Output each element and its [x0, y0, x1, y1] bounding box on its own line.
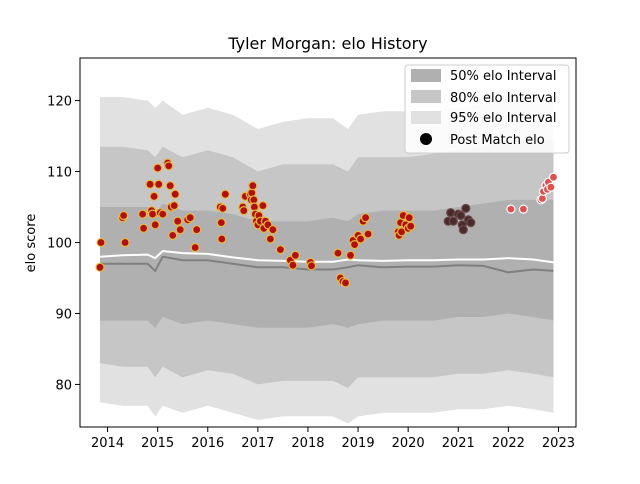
data-point [466, 218, 476, 228]
legend-label-95: 95% elo Interval [450, 111, 557, 126]
data-point [120, 237, 130, 248]
x-tick-label: 2022 [492, 436, 525, 451]
x-tick-label: 2018 [291, 436, 324, 451]
legend-swatch-50 [411, 69, 441, 82]
y-axis-label: elo score [24, 214, 39, 273]
data-point [248, 181, 258, 191]
data-point [275, 245, 285, 255]
x-tick-label: 2017 [241, 436, 274, 451]
y-axis: 80 90 100 110 120 [47, 95, 80, 393]
data-point [139, 223, 149, 233]
x-tick-label: 2014 [91, 436, 124, 451]
legend-box [404, 64, 570, 154]
data-point [446, 208, 456, 218]
data-point [306, 261, 317, 271]
y-tick-label: 110 [47, 166, 72, 181]
band-50 [100, 199, 554, 328]
data-point [217, 234, 227, 244]
data-point [363, 229, 373, 239]
data-point [154, 179, 164, 189]
data-point [333, 248, 343, 258]
legend-label-80: 80% elo Interval [450, 91, 557, 106]
y-tick-label: 80 [55, 378, 72, 393]
legend-swatch-80 [411, 90, 441, 103]
data-point [220, 189, 230, 199]
data-point [265, 234, 275, 244]
plot-layer [95, 97, 559, 424]
data-point [192, 225, 202, 235]
data-point [216, 218, 226, 228]
data-point [138, 209, 148, 219]
data-point [258, 201, 268, 211]
x-tick-label: 2015 [141, 436, 174, 451]
data-point [158, 209, 168, 219]
median-line [99, 249, 554, 264]
data-point [456, 210, 466, 221]
y-tick-label: 90 [55, 307, 72, 322]
data-point [96, 237, 106, 248]
data-point [361, 213, 371, 223]
legend-label-50: 50% elo Interval [450, 69, 557, 84]
x-tick-label: 2021 [442, 436, 475, 451]
data-point [548, 172, 559, 182]
x-tick-label: 2023 [542, 436, 575, 451]
data-point [164, 161, 174, 171]
data-point [185, 213, 195, 223]
y-tick-label: 120 [47, 95, 72, 110]
data-point [153, 163, 163, 173]
data-point [175, 225, 185, 235]
data-point [170, 189, 180, 199]
data-point [518, 204, 529, 214]
x-axis: 2014 2015 2016 2017 2018 2019 2020 2021 2022 2023 [91, 427, 575, 451]
data-point [168, 230, 178, 240]
data-point [165, 181, 175, 191]
data-point [461, 203, 471, 213]
data-point [239, 206, 249, 216]
data-point [345, 250, 356, 260]
data-point [404, 213, 414, 223]
legend-marker-point [420, 133, 432, 145]
mean-line [100, 255, 554, 274]
data-point [169, 201, 179, 211]
data-point [340, 278, 351, 288]
data-point [356, 234, 366, 244]
data-point [190, 242, 200, 253]
data-point [173, 216, 183, 226]
y-tick-label: 100 [47, 237, 72, 252]
data-point [150, 220, 160, 230]
data-point [268, 225, 278, 235]
data-point [218, 203, 228, 213]
legend-label-point: Post Match elo [450, 133, 545, 148]
x-tick-label: 2020 [392, 436, 425, 451]
x-tick-label: 2016 [191, 436, 224, 451]
x-tick-label: 2019 [342, 436, 375, 451]
data-point [290, 250, 300, 260]
data-point [406, 221, 416, 231]
chart-title: Tyler Morgan: elo History [227, 34, 427, 53]
legend: 50% elo Interval 80% elo Interval 95% el… [404, 64, 570, 154]
data-point [458, 225, 468, 235]
data-point [145, 179, 155, 189]
data-point [546, 182, 556, 192]
data-point [350, 240, 360, 250]
data-point [506, 204, 516, 214]
data-point [148, 209, 158, 219]
data-point [118, 210, 129, 221]
data-point [288, 260, 298, 270]
legend-swatch-95 [411, 111, 441, 124]
data-point [448, 216, 458, 226]
data-point [95, 262, 105, 272]
data-point [149, 191, 159, 201]
